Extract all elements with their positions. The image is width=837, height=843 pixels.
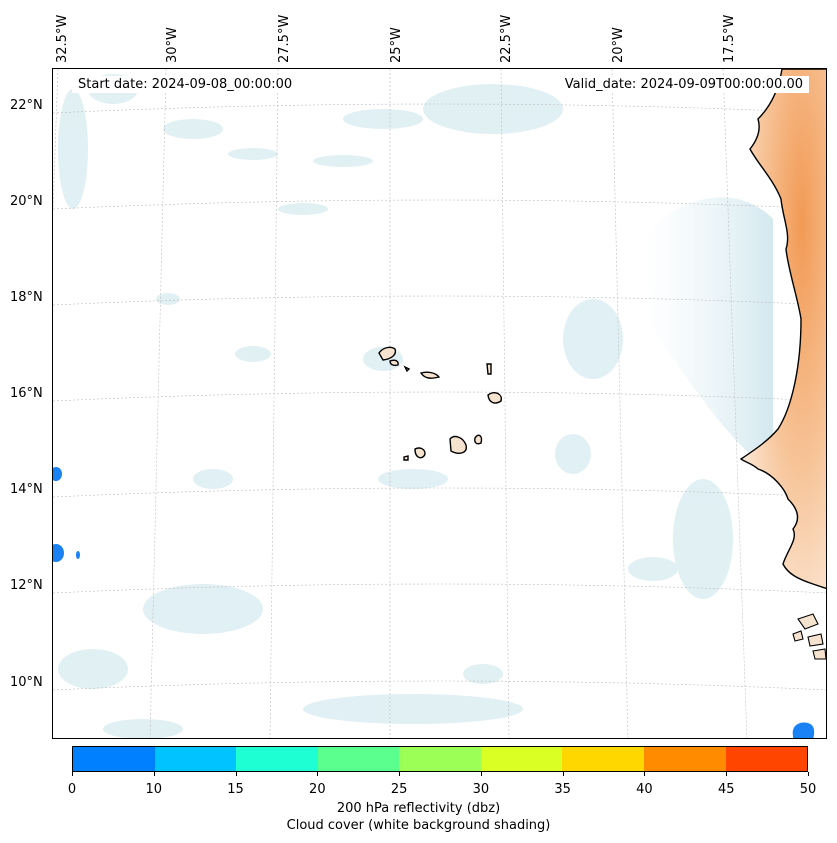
- longitude-label: 17.5°W: [722, 14, 737, 63]
- colorbar-tick-label: 25: [390, 782, 408, 797]
- colorbar-segment: [562, 747, 644, 771]
- colorbar-tick-label: 35: [554, 782, 571, 797]
- meridian-line: [269, 69, 279, 738]
- colorbar-tickmark: [399, 772, 401, 776]
- colorbar-tickmark: [644, 772, 646, 776]
- latitude-label: 22°N: [10, 98, 43, 113]
- colorbar-tickmark: [317, 772, 319, 776]
- colorbar-tick-label: 15: [227, 782, 244, 797]
- meridian-line: [500, 69, 510, 738]
- parallel-line: [53, 680, 826, 691]
- graticule: [53, 69, 826, 738]
- colorbar-tick-label: 50: [799, 782, 817, 797]
- longitude-label: 25°W: [389, 27, 404, 63]
- coastal-cloud-band: [643, 197, 773, 469]
- parallel-line: [53, 583, 826, 594]
- colorbar-tickmark: [726, 772, 728, 776]
- colorbar-segment: [236, 747, 318, 771]
- cape-verde-islands: [378, 346, 502, 461]
- colorbar-tick-label: 20: [309, 782, 326, 797]
- longitude-label: 22.5°W: [499, 14, 514, 63]
- latitude-label: 20°N: [10, 194, 43, 209]
- map-canvas: [53, 69, 826, 738]
- colorbar-subtitle: Cloud cover (white background shading): [286, 818, 551, 833]
- start-date-label: Start date: 2024-09-08_00:00:00: [72, 76, 299, 93]
- meridian-line: [722, 69, 748, 738]
- colorbar-tick-label: 0: [67, 782, 77, 797]
- meridian-line: [149, 69, 167, 738]
- colorbar-tickmark: [808, 772, 809, 776]
- latitude-label: 12°N: [10, 578, 43, 593]
- parallel-line: [53, 199, 826, 210]
- colorbar-tick-label: 40: [636, 782, 653, 797]
- colorbar-tickmark: [72, 772, 73, 776]
- longitude-label: 30°W: [165, 27, 180, 63]
- meridian-line: [53, 69, 59, 218]
- colorbar-segment: [643, 747, 726, 771]
- latitude-label: 10°N: [10, 675, 43, 690]
- latitude-label: 16°N: [10, 386, 43, 401]
- colorbar-tickmark: [480, 772, 482, 776]
- africa-coastline: [739, 69, 826, 590]
- parallel-line: [53, 295, 826, 306]
- latitude-label: 18°N: [10, 290, 43, 305]
- colorbar-segment: [317, 747, 400, 771]
- map-panel: [52, 68, 827, 739]
- reflectivity-blobs: [53, 467, 815, 738]
- colorbar-segment: [480, 747, 563, 771]
- latitude-label: 14°N: [10, 482, 43, 497]
- colorbar-tickmark: [235, 772, 237, 776]
- colorbar-segment: [399, 747, 481, 771]
- longitude-label: 20°W: [611, 27, 626, 63]
- colorbar-tickmark: [562, 772, 564, 776]
- colorbar-tickmark: [153, 772, 155, 776]
- colorbar-segment: [725, 747, 808, 771]
- cloud-cover-shading: [58, 74, 733, 738]
- longitude-label: 27.5°W: [277, 14, 292, 63]
- colorbar-tick-label: 10: [145, 782, 163, 797]
- colorbar-tick-label: 45: [717, 782, 735, 797]
- colorbar-tick-label: 30: [472, 782, 490, 797]
- colorbar: [72, 746, 808, 772]
- colorbar-segment: [154, 747, 237, 771]
- meridian-line: [611, 69, 629, 738]
- colorbar-segment: [73, 747, 155, 771]
- longitude-label: 32.5°W: [55, 14, 70, 63]
- parallel-line: [53, 391, 826, 402]
- colorbar-title: 200 hPa reflectivity (dbz): [336, 801, 501, 816]
- valid-date-label: Valid_date: 2024-09-09T00:00:00.00: [558, 76, 809, 93]
- bijagos-islands: [792, 613, 826, 660]
- parallel-line: [53, 103, 826, 114]
- parallel-line: [53, 487, 826, 498]
